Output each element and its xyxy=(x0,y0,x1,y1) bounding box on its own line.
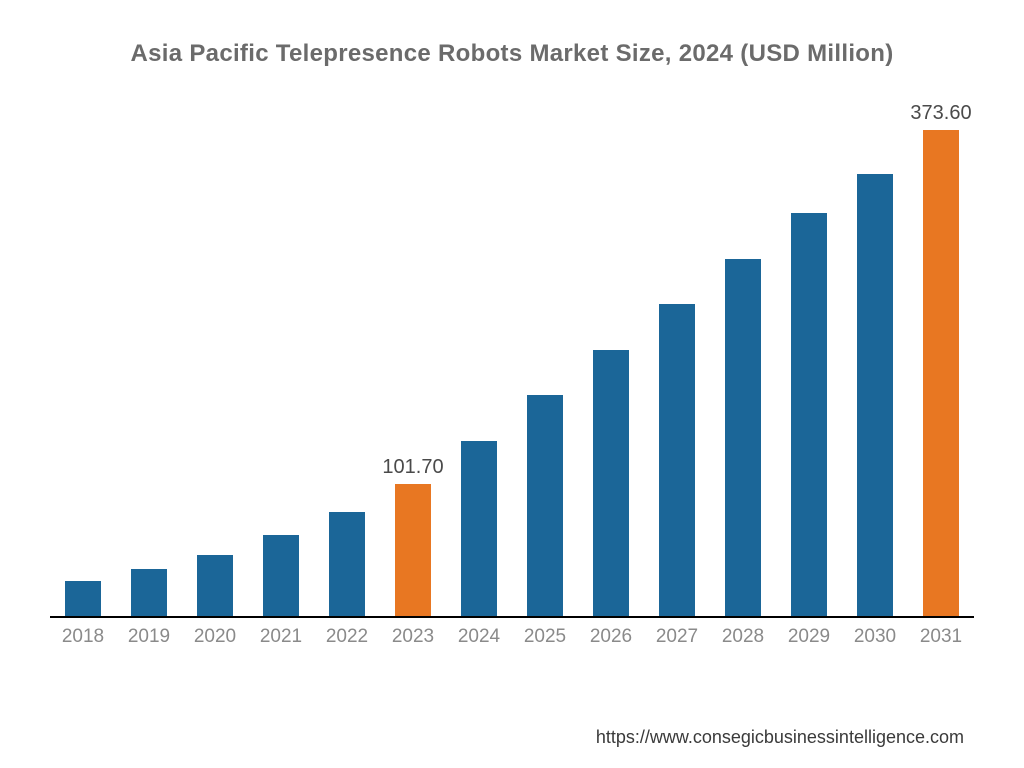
x-tick-label: 2019 xyxy=(128,626,170,648)
bar-rect xyxy=(593,350,629,617)
x-axis-labels: 2018 2019 2020 2021 2022 2023 2024 2025 2026 2027… xyxy=(50,618,974,658)
bar-rect xyxy=(197,555,233,616)
x-tick-label: 2021 xyxy=(260,626,302,648)
bar-rect xyxy=(263,535,299,616)
bar-rect xyxy=(725,259,761,617)
source-url: https://www.consegicbusinessintelligence… xyxy=(596,727,964,748)
bar xyxy=(857,174,893,616)
bar xyxy=(725,259,761,617)
bar xyxy=(329,512,365,616)
bar-rect xyxy=(131,569,167,616)
bar xyxy=(461,441,497,617)
bar xyxy=(527,395,563,616)
x-tick-label: 2025 xyxy=(524,626,566,648)
bar-rect xyxy=(659,304,695,616)
plot-region: 101.70 373.60 xyxy=(50,98,974,618)
x-tick-label: 2024 xyxy=(458,626,500,648)
x-tick-label: 2029 xyxy=(788,626,830,648)
x-tick-label: 2022 xyxy=(326,626,368,648)
bar xyxy=(593,350,629,617)
bar-rect xyxy=(329,512,365,616)
bar-rect xyxy=(923,130,959,616)
x-tick-label: 2018 xyxy=(62,626,104,648)
bar-rect xyxy=(461,441,497,617)
bar xyxy=(791,213,827,616)
bar xyxy=(131,569,167,616)
x-tick-label: 2023 xyxy=(392,626,434,648)
bar-value-label: 373.60 xyxy=(910,102,971,125)
chart-container: Asia Pacific Telepresence Robots Market … xyxy=(0,0,1024,768)
bar-value-label: 101.70 xyxy=(382,456,443,479)
x-tick-label: 2028 xyxy=(722,626,764,648)
bar-rect xyxy=(791,213,827,616)
bar: 101.70 xyxy=(395,484,431,616)
chart-title: Asia Pacific Telepresence Robots Market … xyxy=(50,40,974,68)
bar-rect xyxy=(857,174,893,616)
x-tick-label: 2020 xyxy=(194,626,236,648)
x-tick-label: 2026 xyxy=(590,626,632,648)
bar xyxy=(197,555,233,616)
bar xyxy=(263,535,299,616)
bar-rect xyxy=(527,395,563,616)
x-tick-label: 2027 xyxy=(656,626,698,648)
bar-rect xyxy=(395,484,431,616)
bar xyxy=(659,304,695,616)
x-tick-label: 2031 xyxy=(920,626,962,648)
chart-area: 101.70 373.60 2018 2019 2020 2021 2022 2023 202… xyxy=(50,98,974,658)
bar xyxy=(65,581,101,616)
x-tick-label: 2030 xyxy=(854,626,896,648)
bar: 373.60 xyxy=(923,130,959,616)
bar-rect xyxy=(65,581,101,616)
